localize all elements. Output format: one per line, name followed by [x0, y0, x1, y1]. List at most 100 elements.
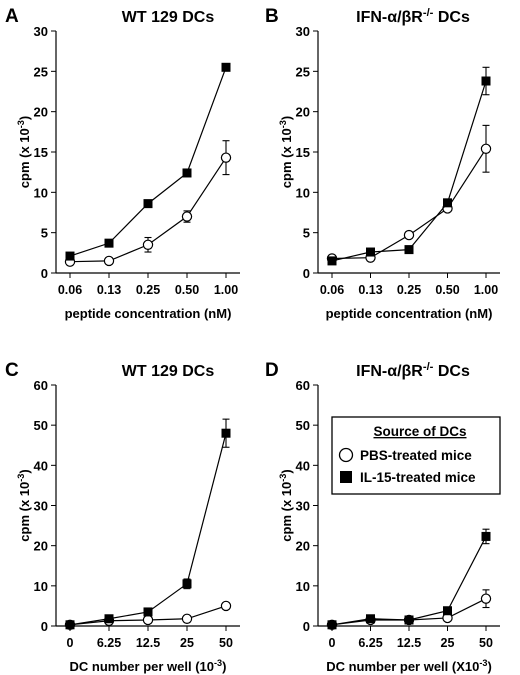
data-point	[366, 614, 375, 624]
data-point	[404, 615, 414, 625]
data-point	[142, 239, 154, 250]
x-tick-label: 6.25	[358, 636, 382, 650]
x-tick-label: 1.00	[214, 283, 238, 297]
panel-letter: C	[5, 360, 19, 381]
data-point	[220, 152, 232, 163]
panel-title: WT 129 DCs	[122, 9, 215, 26]
x-tick-label: 0.13	[358, 283, 382, 297]
y-tick-label: 40	[34, 458, 48, 473]
x-tick-label: 0	[329, 636, 336, 650]
y-tick-label: 0	[303, 619, 310, 634]
x-tick-label: 0.25	[397, 283, 421, 297]
y-tick-label: 10	[296, 185, 310, 200]
y-tick-label: 25	[296, 64, 310, 79]
x-tick-label: 0.06	[320, 283, 344, 297]
y-tick-label: 30	[34, 499, 48, 514]
data-point	[404, 245, 414, 255]
data-point	[65, 251, 75, 261]
x-tick-label: 0.50	[435, 283, 459, 297]
y-tick-label: 50	[34, 418, 48, 433]
y-tick-label: 25	[34, 64, 48, 79]
panel-d: D IFN-α/βR-/- DCs 0 10 20 30 40 50 60 0 6.25 12.5 25…	[265, 360, 501, 674]
panel-title: IFN-α/βR-/- DCs	[356, 361, 470, 380]
data-point	[220, 600, 232, 612]
y-tick-label: 5	[303, 226, 310, 241]
data-point	[104, 238, 114, 248]
y-tick-label: 10	[34, 185, 48, 200]
data-point	[443, 198, 452, 208]
x-axis-label: peptide concentration (nM)	[326, 306, 493, 321]
data-point	[181, 211, 193, 222]
x-tick-label: 0.06	[58, 283, 82, 297]
panel-a: A WT 129 DCs 0 5 10 15 20 25 30 0.06 0.13 0.25 0.50 1…	[5, 6, 240, 321]
x-tick-label: 25	[180, 636, 194, 650]
x-tick-label: 0.25	[136, 283, 160, 297]
panel-title: IFN-α/βR-/- DCs	[356, 7, 470, 26]
y-tick-label: 10	[34, 579, 48, 594]
y-tick-label: 10	[296, 579, 310, 594]
x-tick-label: 25	[441, 636, 455, 650]
y-tick-label: 60	[34, 378, 48, 393]
y-tick-label: 30	[296, 499, 310, 514]
y-tick-label: 0	[41, 619, 48, 634]
series-line	[69, 67, 227, 257]
legend-entry: PBS-treated mice	[360, 448, 472, 463]
y-tick-label: 20	[296, 105, 310, 120]
y-tick-label: 20	[34, 105, 48, 120]
x-tick-label: 0.13	[97, 283, 121, 297]
x-axis-label: DC number per well (X10-3)	[326, 658, 492, 674]
y-axis-label: cpm (x 10-3)	[278, 469, 294, 541]
legend: Source of DCs PBS-treated mice IL-15-treat…	[331, 416, 501, 495]
legend-title: Source of DCs	[373, 424, 466, 439]
panel-b: B IFN-α/βR-/- DCs 0 5 10 15 20 25 30 0.06 0.13 0.25…	[265, 6, 500, 321]
series-line	[331, 536, 487, 626]
x-tick-label: 6.25	[97, 636, 121, 650]
y-tick-label: 0	[41, 266, 48, 281]
x-axis-label: peptide concentration (nM)	[65, 306, 232, 321]
y-tick-label: 30	[296, 24, 310, 39]
y-tick-label: 30	[34, 24, 48, 39]
data-point	[327, 620, 337, 630]
y-tick-label: 15	[34, 145, 48, 160]
data-point	[480, 143, 492, 154]
panel-title: WT 129 DCs	[122, 363, 215, 380]
data-point	[143, 607, 153, 617]
x-axis-label: DC number per well (10-3)	[70, 658, 227, 674]
y-axis-label: cpm (x 10-3)	[278, 116, 294, 188]
series-line	[331, 148, 487, 260]
data-point	[480, 593, 492, 604]
legend-box	[331, 416, 501, 495]
data-point	[221, 428, 231, 438]
data-point	[327, 256, 337, 266]
y-tick-label: 50	[296, 418, 310, 433]
panel-letter: B	[265, 6, 279, 27]
x-tick-label: 12.5	[397, 636, 421, 650]
series-line	[69, 433, 227, 626]
panel-c: C WT 129 DCs 0 10 20 30 40 50 60 0 6.25 12.5 25 50 DC …	[5, 360, 240, 674]
y-axis-label: cpm (x 10-3)	[16, 116, 32, 188]
panel-letter: D	[265, 360, 279, 381]
panel-letter: A	[5, 6, 19, 27]
x-tick-label: 0.50	[175, 283, 199, 297]
y-tick-label: 15	[296, 145, 310, 160]
x-tick-label: 0	[67, 636, 74, 650]
data-point	[403, 229, 415, 241]
data-point	[182, 168, 192, 178]
data-point	[103, 255, 115, 267]
x-tick-label: 50	[219, 636, 233, 650]
y-tick-label: 20	[296, 539, 310, 554]
data-point	[443, 606, 452, 616]
y-tick-label: 5	[41, 226, 48, 241]
data-point	[143, 199, 153, 209]
y-tick-label: 60	[296, 378, 310, 393]
data-point	[104, 614, 114, 624]
y-tick-label: 20	[34, 539, 48, 554]
x-tick-label: 12.5	[136, 636, 160, 650]
y-axis-label: cpm (x 10-3)	[16, 469, 32, 541]
data-point	[366, 247, 375, 257]
data-point	[182, 579, 192, 589]
data-point	[481, 531, 491, 541]
y-tick-label: 40	[296, 458, 310, 473]
filled-square-icon	[340, 471, 352, 483]
